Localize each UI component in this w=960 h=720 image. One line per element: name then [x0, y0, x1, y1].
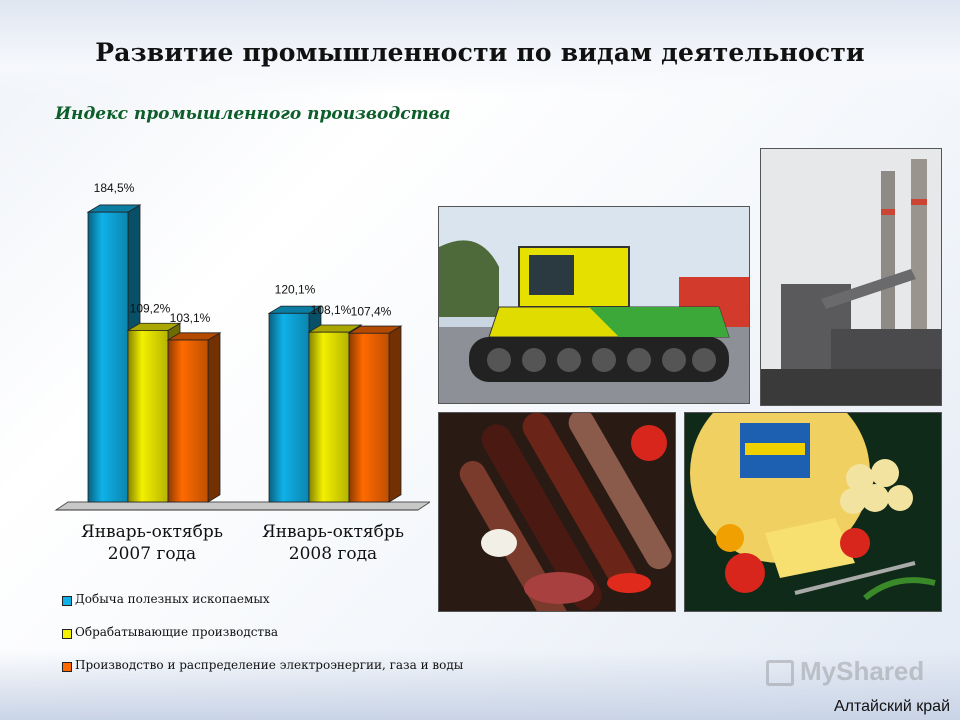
factory-photo [760, 148, 942, 406]
legend-swatch-2 [62, 629, 72, 639]
legend-label-2: Обрабатывающие производства [75, 625, 278, 639]
bar-3-1 [166, 332, 222, 503]
page-title: Развитие промышленности по видам деятель… [95, 38, 865, 67]
category-label-2-line-1: Январь-октябрь [262, 522, 404, 542]
header-band [0, 0, 960, 95]
data-label-3-2: 107,4% [351, 304, 392, 318]
sausage-photo [438, 412, 676, 612]
legend-swatch-1 [62, 596, 72, 606]
footer-band [0, 650, 960, 720]
data-label-3-1: 103,1% [170, 311, 211, 325]
tractor-photo [438, 206, 750, 404]
chart-floor [54, 501, 430, 511]
data-label-1-2: 120,1% [275, 282, 316, 296]
watermark-text: MyShared [800, 656, 925, 686]
category-label-1-line-2: 2007 года [108, 544, 196, 564]
watermark-icon [766, 660, 794, 686]
legend-label-1: Добыча полезных ископаемых [75, 592, 270, 606]
data-label-1-1: 184,5% [94, 181, 135, 195]
bar-3-2 [347, 325, 403, 503]
cheese-photo [684, 412, 942, 612]
data-label-2-2: 108,1% [311, 303, 352, 317]
legend-swatch-3 [62, 662, 72, 672]
chart-subtitle: Индекс промышленного производства [55, 104, 451, 124]
category-label-2-line-2: 2008 года [289, 544, 377, 564]
data-label-2-1: 109,2% [130, 301, 171, 315]
legend-label-3: Производство и распределение электроэнер… [75, 658, 464, 672]
category-label-1-line-1: Январь-октябрь [81, 522, 223, 542]
region-label: Алтайский край [833, 698, 950, 715]
